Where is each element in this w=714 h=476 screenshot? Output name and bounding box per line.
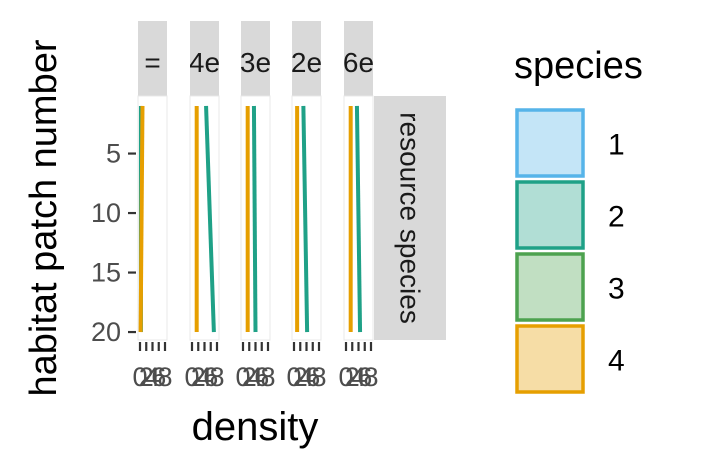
x-tick-label: 4 (351, 362, 366, 392)
series-line-species-4 (138, 105, 145, 333)
legend-label: 3 (608, 273, 625, 306)
x-tick-label: 8 (157, 362, 172, 392)
x-tick-label: 6 (203, 362, 218, 392)
row-strip-label: resource species (395, 112, 426, 324)
facet-strip-background (241, 21, 270, 96)
x-tick-label: 0 (132, 362, 147, 392)
x-tick-label: 4 (299, 362, 314, 392)
x-axis-title: density (192, 405, 319, 449)
series-line-species-2 (354, 105, 363, 333)
y-axis-title: habitat patch number (23, 39, 65, 396)
facet-strip-label: = (144, 47, 160, 78)
facet-strip-label: 3e (240, 47, 271, 78)
facet-strip-background (138, 21, 167, 96)
x-tick-label: 0 (184, 362, 199, 392)
x-tick-label: 8 (311, 362, 326, 392)
facet-strip-label: 4e (189, 47, 220, 78)
x-tick-label: 8 (209, 362, 224, 392)
x-tick-label: 6 (305, 362, 320, 392)
facet-strip-label: 2e (291, 47, 322, 78)
x-tick-label: 2 (139, 362, 154, 392)
legend-label: 1 (608, 129, 625, 162)
x-tick-label: 2 (191, 362, 206, 392)
x-tick-label: 0 (286, 362, 301, 392)
facet-strip-background (190, 21, 219, 96)
series-line-species-2 (204, 105, 216, 333)
facet-panels (137, 95, 374, 341)
y-tick-label: 10 (91, 198, 121, 228)
facet-strip-background (292, 21, 321, 96)
y-axis: 5 10 15 20 (91, 139, 136, 347)
series-line-species-2 (301, 105, 310, 333)
x-tick-label: 6 (357, 362, 372, 392)
legend-key-2 (515, 180, 585, 250)
x-tick-label: 2 (345, 362, 360, 392)
y-tick-label: 5 (106, 139, 121, 169)
legend-label: 2 (608, 201, 625, 234)
x-tick-label: 2 (242, 362, 257, 392)
x-tick-label: 0 (235, 362, 250, 392)
legend-title: species (514, 45, 643, 87)
x-tick-label: 2 (293, 362, 308, 392)
facet-strip-label: 6e (343, 47, 374, 78)
x-tick-label: 6 (254, 362, 269, 392)
legend: species 1 2 3 4 (514, 45, 643, 394)
x-tick-label: 4 (145, 362, 160, 392)
x-tick-label: 8 (260, 362, 275, 392)
legend-label: 4 (608, 345, 625, 378)
series-line-species-2 (251, 105, 258, 333)
facet-strip-background (344, 21, 373, 96)
facet-strips: = 4e 3e 2e 6e (138, 21, 374, 96)
x-tick-label: 8 (363, 362, 378, 392)
x-tick-label: 4 (197, 362, 212, 392)
legend-key-4 (515, 324, 585, 394)
x-tick-label: 4 (248, 362, 263, 392)
x-tick-label: 0 (338, 362, 353, 392)
legend-key-1 (515, 108, 585, 178)
row-strip: resource species (374, 96, 446, 340)
y-tick-label: 15 (91, 258, 121, 288)
x-tick-label: 6 (151, 362, 166, 392)
y-tick-label: 20 (91, 317, 121, 347)
row-strip-background (374, 96, 446, 340)
legend-key-3 (515, 252, 585, 322)
